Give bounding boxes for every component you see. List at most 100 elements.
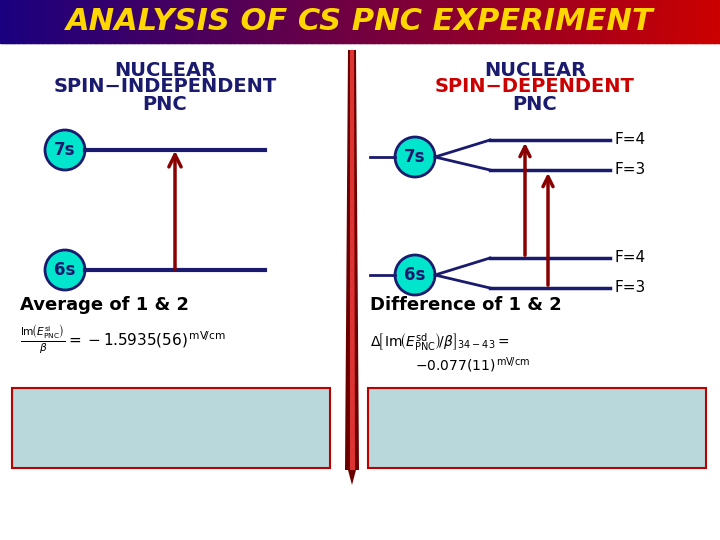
Bar bbox=[540, 0, 544, 43]
Bar bbox=[715, 0, 719, 43]
Text: F=4: F=4 bbox=[614, 132, 645, 147]
Bar bbox=[418, 0, 421, 43]
Bar bbox=[0, 0, 4, 43]
Bar bbox=[675, 0, 678, 43]
Bar bbox=[607, 0, 611, 43]
Bar bbox=[353, 0, 356, 43]
Bar bbox=[639, 0, 642, 43]
Bar bbox=[696, 0, 699, 43]
Bar bbox=[279, 0, 282, 43]
Bar bbox=[480, 0, 483, 43]
Bar bbox=[209, 0, 212, 43]
Text: SPIN−INDEPENDENT: SPIN−INDEPENDENT bbox=[53, 78, 276, 97]
Bar bbox=[559, 0, 562, 43]
Bar bbox=[53, 0, 56, 43]
Bar bbox=[223, 0, 227, 43]
Bar bbox=[396, 0, 400, 43]
Bar bbox=[106, 0, 109, 43]
Bar bbox=[578, 0, 582, 43]
Bar bbox=[588, 0, 591, 43]
Bar bbox=[307, 0, 310, 43]
Bar bbox=[324, 0, 328, 43]
Bar bbox=[499, 0, 503, 43]
Bar bbox=[521, 0, 524, 43]
Bar bbox=[456, 0, 459, 43]
Bar bbox=[281, 0, 284, 43]
Bar bbox=[487, 0, 490, 43]
Bar bbox=[459, 0, 462, 43]
Bar bbox=[542, 0, 546, 43]
Bar bbox=[427, 0, 431, 43]
Bar bbox=[437, 0, 440, 43]
Bar bbox=[163, 0, 166, 43]
Bar bbox=[125, 0, 128, 43]
Bar bbox=[420, 0, 423, 43]
Bar bbox=[574, 0, 577, 43]
Bar bbox=[672, 0, 675, 43]
Bar bbox=[27, 0, 30, 43]
Bar bbox=[391, 0, 395, 43]
Bar bbox=[297, 0, 301, 43]
Bar bbox=[137, 0, 140, 43]
Bar bbox=[576, 0, 580, 43]
Bar bbox=[214, 0, 217, 43]
Bar bbox=[151, 0, 155, 43]
Bar bbox=[641, 0, 644, 43]
Bar bbox=[178, 0, 181, 43]
Bar bbox=[48, 0, 51, 43]
Bar bbox=[495, 0, 498, 43]
Bar bbox=[202, 0, 205, 43]
Bar bbox=[571, 0, 575, 43]
Bar bbox=[593, 0, 596, 43]
Bar bbox=[257, 0, 260, 43]
Bar bbox=[204, 0, 207, 43]
Bar bbox=[600, 0, 603, 43]
Bar bbox=[91, 0, 94, 43]
Bar bbox=[240, 0, 243, 43]
Text: SPIN−DEPENDENT: SPIN−DEPENDENT bbox=[435, 78, 635, 97]
Bar bbox=[36, 0, 40, 43]
Bar bbox=[634, 0, 637, 43]
Bar bbox=[461, 0, 464, 43]
Bar bbox=[207, 0, 210, 43]
Bar bbox=[168, 0, 171, 43]
Bar bbox=[12, 0, 15, 43]
Bar bbox=[221, 0, 224, 43]
Bar bbox=[171, 0, 174, 43]
Bar bbox=[684, 0, 688, 43]
Bar bbox=[9, 0, 13, 43]
Bar bbox=[58, 0, 61, 43]
Bar bbox=[653, 0, 656, 43]
Bar bbox=[595, 0, 598, 43]
Bar bbox=[38, 0, 42, 43]
Bar bbox=[360, 0, 364, 43]
Bar bbox=[372, 0, 375, 43]
Bar bbox=[351, 0, 354, 43]
Bar bbox=[624, 0, 627, 43]
Bar bbox=[475, 0, 479, 43]
Bar bbox=[660, 0, 663, 43]
Bar bbox=[581, 0, 584, 43]
Bar bbox=[387, 0, 390, 43]
Polygon shape bbox=[345, 50, 359, 470]
Bar bbox=[187, 0, 191, 43]
Bar bbox=[120, 0, 123, 43]
Bar bbox=[425, 0, 428, 43]
Bar bbox=[266, 0, 270, 43]
Bar bbox=[538, 0, 541, 43]
Bar bbox=[108, 0, 112, 43]
Bar bbox=[415, 0, 418, 43]
Bar bbox=[34, 0, 37, 43]
Bar bbox=[127, 0, 130, 43]
Bar bbox=[523, 0, 526, 43]
Circle shape bbox=[45, 250, 85, 290]
Bar bbox=[233, 0, 236, 43]
Bar bbox=[631, 0, 634, 43]
Bar bbox=[691, 0, 695, 43]
Bar bbox=[288, 0, 292, 43]
Text: $\frac{\mathrm{Im}\!\left(E_{\mathrm{PNC}}^{\mathrm{si}}\right)}{\beta}= -1.5935: $\frac{\mathrm{Im}\!\left(E_{\mathrm{PNC… bbox=[20, 323, 226, 356]
Bar bbox=[17, 0, 20, 43]
Bar bbox=[295, 0, 299, 43]
Text: F=4: F=4 bbox=[614, 251, 645, 266]
Bar bbox=[490, 0, 493, 43]
